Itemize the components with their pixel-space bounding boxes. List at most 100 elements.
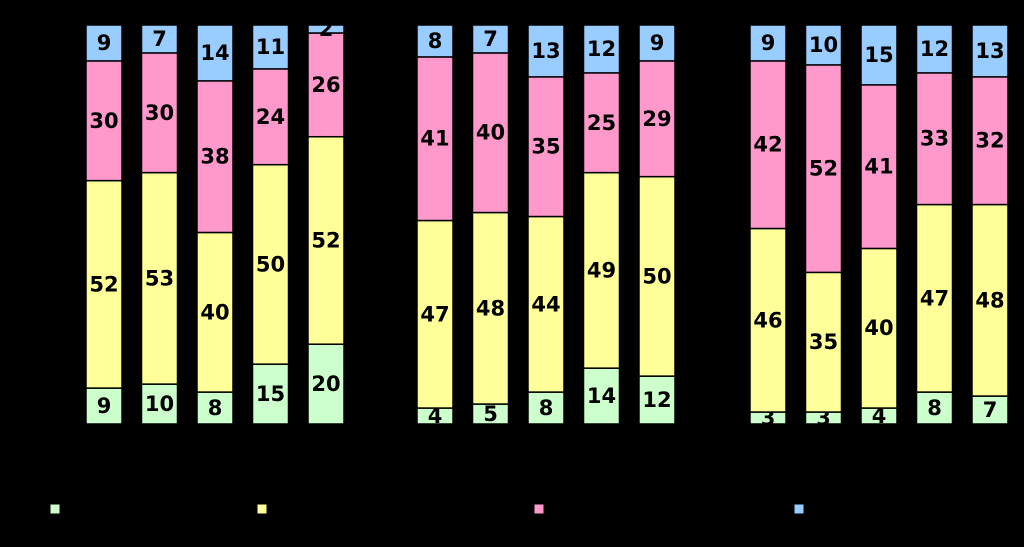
bar-3-3: 4 40 41 15: [860, 24, 898, 428]
bar-segment: [251, 24, 290, 70]
bar-segment: [860, 84, 898, 250]
bar-2-3: 8 44 35 13: [527, 24, 565, 425]
bars-layer: 9523091053307840381415502411205226244741…: [85, 17, 1009, 430]
bar-segment: [307, 135, 345, 345]
bar-segment-label: 50: [642, 264, 671, 288]
bar-segment-label: 46: [753, 308, 782, 332]
bar-2-5: 12 50 29 9: [638, 24, 676, 425]
bar-segment: [527, 391, 565, 425]
bar-segment-label: 20: [311, 372, 340, 396]
bar-segment-label: 30: [145, 101, 174, 125]
bar-segment-label: 8: [539, 396, 554, 420]
bar-segment-label: 9: [97, 394, 112, 418]
bar-segment: [307, 343, 345, 425]
bar-segment: [307, 32, 345, 138]
bar-segment: [527, 76, 565, 218]
bar-segment: [915, 24, 954, 74]
bar-segment-label: 7: [152, 27, 167, 51]
bar-segment-label: 47: [920, 286, 949, 310]
bar-2-1: 4 47 41 8: [416, 24, 454, 428]
bar-segment: [140, 52, 179, 174]
bar-segment: [860, 24, 898, 86]
bar-segment-label: 5: [483, 402, 498, 426]
bar-segment-label: 8: [208, 396, 223, 420]
bar-segment: [638, 60, 676, 178]
bar-segment: [416, 56, 454, 222]
bar-segment: [582, 171, 621, 369]
bar-segment: [638, 375, 676, 425]
bar-group-2: 4 47 41 8 5 48 40 7 8 44 35 13 14 49 25 12 12 50 29 9: [416, 24, 676, 428]
bar-segment-label: 4: [428, 404, 443, 428]
bar-segment-label: 15: [864, 43, 893, 67]
bar-segment: [971, 24, 1009, 78]
bar-segment: [860, 247, 898, 409]
bar-segment: [638, 24, 676, 62]
bar-segment-label: 7: [983, 398, 998, 422]
bar-segment-label: 41: [864, 155, 893, 179]
bar-segment-label: 29: [642, 107, 671, 131]
legend-swatch-4: [793, 503, 805, 515]
bar-segment: [416, 219, 454, 409]
bar-segment-label: 7: [483, 27, 498, 51]
bar-segment: [251, 68, 290, 166]
bar-segment: [196, 231, 234, 393]
bar-segment: [915, 72, 954, 206]
bar-segment: [307, 24, 345, 34]
bar-segment: [804, 271, 843, 413]
bar-segment-label: 40: [864, 316, 893, 340]
bar-segment-label: 47: [420, 302, 449, 326]
bar-segment: [582, 24, 621, 74]
bar-segment-label: 48: [975, 288, 1004, 312]
bar-segment-label: 13: [975, 39, 1004, 63]
bar-segment-label: 2: [319, 17, 334, 41]
bar-1-3: 8 40 38 14: [196, 24, 234, 425]
bar-segment-label: 12: [587, 37, 616, 61]
bar-segment: [638, 175, 676, 377]
bar-segment: [971, 203, 1009, 397]
bar-segment: [416, 24, 454, 58]
bar-segment-label: 52: [89, 272, 118, 296]
bar-segment-label: 25: [587, 111, 616, 135]
bar-segment: [582, 72, 621, 174]
bar-segment-label: 24: [256, 105, 285, 129]
bar-segment-label: 48: [476, 296, 505, 320]
bar-segment-label: 44: [531, 292, 560, 316]
bar-1-4: 15 50 24 11: [251, 24, 290, 425]
bar-segment-label: 9: [97, 31, 112, 55]
bar-segment: [527, 24, 565, 78]
bar-segment-label: 26: [311, 73, 340, 97]
bar-segment-label: 40: [200, 300, 229, 324]
legend-swatch-2: [256, 503, 268, 515]
bar-group-1: 9 52 30 9 10 53 30 7 8 40 38 14 15 50 24 11 20 52 26 2: [85, 17, 345, 425]
bar-segment: [971, 395, 1009, 425]
bar-segment: [140, 24, 179, 54]
bar-segment-label: 38: [200, 145, 229, 169]
bar-segment: [749, 24, 787, 62]
bar-segment-label: 52: [311, 228, 340, 252]
bar-segment: [749, 60, 787, 230]
bar-1-5: 20 52 26 2: [307, 17, 345, 425]
bar-segment-label: 12: [920, 37, 949, 61]
bar-segment: [85, 24, 123, 62]
bar-segment: [196, 80, 234, 234]
bar-segment-label: 32: [975, 129, 1004, 153]
bar-segment: [85, 387, 123, 425]
bar-segment: [582, 367, 621, 425]
bar-1-1: 9 52 30 9: [85, 24, 123, 425]
bar-segment: [749, 227, 787, 413]
bar-segment: [971, 76, 1009, 206]
legend-swatch-3: [533, 503, 545, 515]
legend-swatch-1: [49, 503, 61, 515]
bar-segment: [804, 64, 843, 274]
bar-1-2: 10 53 30 7: [140, 24, 179, 425]
bar-3-4: 8 47 33 12: [915, 24, 954, 425]
bar-segment-label: 33: [920, 127, 949, 151]
bar-segment-label: 14: [587, 384, 616, 408]
bar-segment: [196, 24, 234, 82]
legend: [49, 503, 805, 515]
bar-segment-label: 14: [200, 41, 229, 65]
bar-segment-label: 40: [476, 121, 505, 145]
